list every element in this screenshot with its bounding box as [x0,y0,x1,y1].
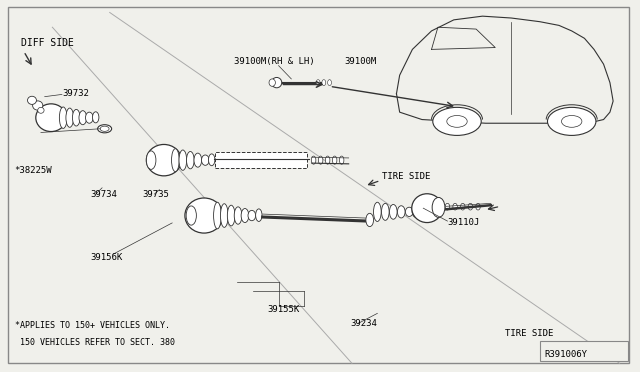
Ellipse shape [38,108,44,113]
Ellipse shape [209,154,215,166]
FancyBboxPatch shape [215,152,307,168]
FancyBboxPatch shape [540,341,628,361]
Ellipse shape [366,213,374,227]
Ellipse shape [79,111,86,125]
Text: R391006Y: R391006Y [544,350,588,359]
Ellipse shape [93,112,99,123]
Ellipse shape [397,206,405,218]
Ellipse shape [476,203,480,210]
Text: *APPLIES TO 150+ VEHICLES ONLY.: *APPLIES TO 150+ VEHICLES ONLY. [15,321,170,330]
Text: 39155K: 39155K [268,305,300,314]
Text: 39110J: 39110J [447,218,480,227]
Ellipse shape [325,156,330,164]
Ellipse shape [405,207,413,217]
Text: DIFF SIDE: DIFF SIDE [20,38,74,48]
Text: 39100M: 39100M [344,57,376,66]
Ellipse shape [339,156,344,164]
Ellipse shape [220,204,228,227]
Circle shape [433,108,481,135]
Ellipse shape [453,203,458,210]
Ellipse shape [179,150,187,170]
Ellipse shape [248,211,255,221]
Ellipse shape [33,101,43,110]
Ellipse shape [332,156,337,164]
Ellipse shape [172,149,179,171]
Text: *38225W: *38225W [14,166,52,175]
Ellipse shape [147,151,156,169]
Ellipse shape [255,209,262,221]
Ellipse shape [186,206,196,225]
Ellipse shape [412,205,419,217]
Text: 39100M(RH & LH): 39100M(RH & LH) [234,57,315,66]
Ellipse shape [98,125,111,133]
Ellipse shape [316,80,320,86]
Text: 39156K: 39156K [91,253,123,262]
Ellipse shape [60,107,67,128]
Ellipse shape [227,205,235,226]
Text: 39732: 39732 [62,89,89,97]
Text: TIRE SIDE: TIRE SIDE [383,171,431,181]
Ellipse shape [328,80,332,86]
Ellipse shape [390,205,397,219]
Ellipse shape [147,144,181,176]
Circle shape [547,108,596,135]
Ellipse shape [66,108,74,127]
Ellipse shape [445,203,450,210]
Ellipse shape [202,155,209,165]
Text: 39735: 39735 [143,190,170,199]
Ellipse shape [241,209,249,222]
Circle shape [447,115,467,127]
Ellipse shape [194,153,202,167]
Ellipse shape [381,203,389,220]
Ellipse shape [100,126,109,131]
Text: 39734: 39734 [91,190,118,199]
Text: 150 VEHICLES REFER TO SECT. 380: 150 VEHICLES REFER TO SECT. 380 [15,338,175,347]
Ellipse shape [28,96,36,105]
Ellipse shape [322,80,326,86]
Ellipse shape [432,198,445,217]
Ellipse shape [36,104,67,132]
Ellipse shape [468,203,472,210]
Ellipse shape [319,156,323,164]
Ellipse shape [412,194,442,222]
Ellipse shape [269,79,275,86]
Ellipse shape [186,151,194,169]
Ellipse shape [234,207,242,224]
Ellipse shape [312,156,316,164]
Ellipse shape [185,198,223,233]
Text: TIRE SIDE: TIRE SIDE [505,328,553,337]
Ellipse shape [86,112,93,123]
FancyBboxPatch shape [8,7,629,363]
Ellipse shape [271,77,282,88]
Ellipse shape [374,202,381,221]
Ellipse shape [72,109,80,126]
Ellipse shape [461,203,465,210]
Ellipse shape [214,202,221,229]
Text: 39234: 39234 [351,319,378,328]
Circle shape [561,115,582,127]
